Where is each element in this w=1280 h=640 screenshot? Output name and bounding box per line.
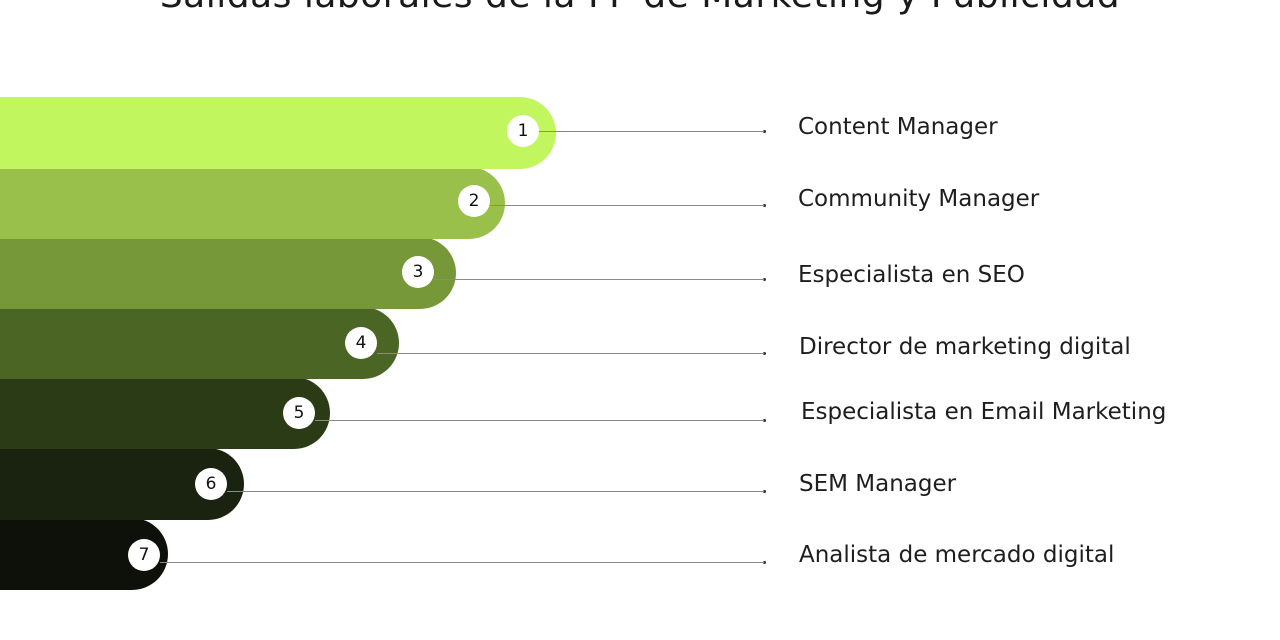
step-bar	[0, 377, 330, 449]
step-label: Community Manager	[798, 186, 1040, 212]
step-label: Director de marketing digital	[799, 334, 1131, 360]
page-title: Salidas laborales de la FP de Marketing …	[0, 0, 1280, 18]
step-bar	[0, 97, 556, 169]
connector-line	[160, 562, 764, 563]
connector-dot	[763, 130, 766, 133]
connector-dot	[763, 352, 766, 355]
step-bar	[0, 237, 456, 309]
connector-dot	[763, 278, 766, 281]
connector-line	[315, 420, 764, 421]
step-label: Analista de mercado digital	[799, 542, 1115, 568]
connector-line	[490, 205, 764, 206]
connector-dot	[763, 204, 766, 207]
step-number-badge: 4	[345, 327, 377, 359]
connector-dot	[763, 561, 766, 564]
connector-line	[434, 279, 764, 280]
step-label: Especialista en SEO	[798, 262, 1025, 288]
connector-line	[377, 353, 764, 354]
step-number-badge: 1	[507, 115, 539, 147]
connector-line	[227, 491, 764, 492]
connector-dot	[763, 419, 766, 422]
connector-dot	[763, 490, 766, 493]
step-number-badge: 3	[402, 256, 434, 288]
step-number-badge: 7	[128, 539, 160, 571]
step-label: Content Manager	[798, 114, 998, 140]
step-number-badge: 5	[283, 397, 315, 429]
step-bar	[0, 167, 505, 239]
step-bar	[0, 307, 399, 379]
step-number-badge: 6	[195, 468, 227, 500]
step-label: Especialista en Email Marketing	[801, 399, 1167, 425]
step-number-badge: 2	[458, 185, 490, 217]
step-label: SEM Manager	[799, 471, 957, 497]
connector-line	[539, 131, 764, 132]
